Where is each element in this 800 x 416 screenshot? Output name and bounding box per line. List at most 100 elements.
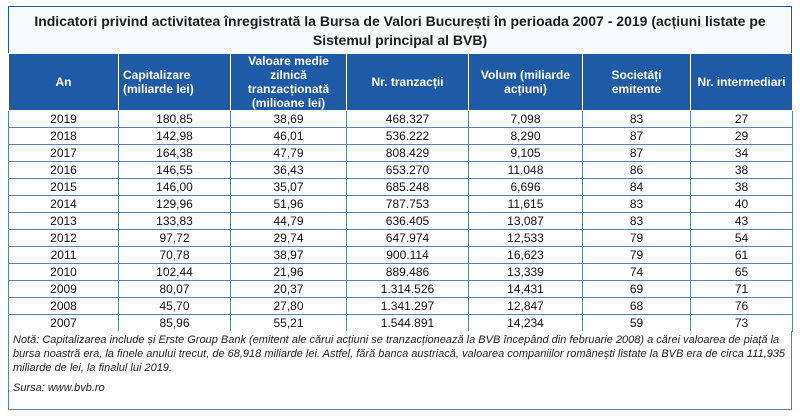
table-cell: 685.248 — [346, 178, 469, 196]
table-row: 2017 164,38 47,79 808.429 9,105 87 34 — [8, 144, 793, 162]
table-cell: 900.114 — [346, 246, 469, 264]
table-cell: 38 — [690, 178, 793, 196]
table-cell: 653.270 — [346, 161, 469, 179]
table-cell: 6,696 — [468, 178, 583, 196]
table-cell: 16,623 — [468, 246, 583, 264]
table-cell: 536.222 — [346, 127, 469, 145]
table-cell: 61 — [690, 246, 793, 264]
table-row: 2008 45,70 27,80 1.341.297 12,847 68 76 — [8, 297, 793, 315]
table-cell: 79 — [582, 246, 691, 264]
table-cell: 80,07 — [118, 280, 231, 298]
col-header-an: An — [8, 53, 119, 111]
table-cell: 29,74 — [230, 229, 347, 247]
table-cell: 142,98 — [118, 127, 231, 145]
table-cell: 647.974 — [346, 229, 469, 247]
table-row: 2007 85,96 55,21 1.544.891 14,234 59 73 — [8, 314, 793, 332]
table-cell: 45,70 — [118, 297, 231, 315]
table-cell: 2013 — [8, 212, 119, 230]
table-row: 2014 129,96 51,96 787.753 11,615 83 40 — [8, 195, 793, 213]
table-cell: 2009 — [8, 280, 119, 298]
table-cell: 468.327 — [346, 110, 469, 128]
col-header-volum: Volum (miliarde acțiuni) — [468, 53, 583, 111]
table-cell: 34 — [690, 144, 793, 162]
source-text: Sursa: www.bvb.ro — [13, 382, 105, 394]
table-cell: 13,339 — [468, 263, 583, 281]
table-cell: 83 — [582, 195, 691, 213]
table-cell: 146,55 — [118, 161, 231, 179]
table-cell: 70,78 — [118, 246, 231, 264]
table-cell: 9,105 — [468, 144, 583, 162]
table-cell: 21,96 — [230, 263, 347, 281]
table-row: 2011 70,78 38,97 900.114 16,623 79 61 — [8, 246, 793, 264]
table-cell: 38,97 — [230, 246, 347, 264]
table-cell: 38,69 — [230, 110, 347, 128]
table-cell: 14,234 — [468, 314, 583, 332]
col-header-societati: Societăți emitente — [582, 53, 691, 111]
table-cell: 54 — [690, 229, 793, 247]
table-cell: 86 — [582, 161, 691, 179]
table-cell: 65 — [690, 263, 793, 281]
col-header-valoare-medie: Valoare medie zilnică tranzacționată (mi… — [230, 53, 347, 111]
table-row: 2009 80,07 20,37 1.314.526 14,431 69 71 — [8, 280, 793, 298]
table-row: 2010 102,44 21,96 889.486 13,339 74 65 — [8, 263, 793, 281]
table-cell: 97,72 — [118, 229, 231, 247]
table-cell: 20,37 — [230, 280, 347, 298]
table-cell: 69 — [582, 280, 691, 298]
table-cell: 27,80 — [230, 297, 347, 315]
table-cell: 84 — [582, 178, 691, 196]
table-cell: 787.753 — [346, 195, 469, 213]
table-cell: 636.405 — [346, 212, 469, 230]
table-cell: 71 — [690, 280, 793, 298]
table-cell: 35,07 — [230, 178, 347, 196]
table-cell: 74 — [582, 263, 691, 281]
col-header-capitalizare: Capitalizare (miliarde lei) — [118, 53, 231, 111]
table-cell: 87 — [582, 127, 691, 145]
table-cell: 59 — [582, 314, 691, 332]
table-row: 2013 133,83 44,79 636.405 13,087 83 43 — [8, 212, 793, 230]
table-title: Indicatori privind activitatea înregistr… — [8, 6, 792, 53]
table-cell: 46,01 — [230, 127, 347, 145]
table-cell: 2012 — [8, 229, 119, 247]
table-note: Notă: Capitalizarea include și Erste Gro… — [8, 331, 792, 410]
col-header-intermediari: Nr. intermediari — [690, 53, 793, 111]
table-body: 2019 180,85 38,69 468.327 7,098 83 27 2018 142,9… — [8, 110, 793, 332]
table-cell: 1.314.526 — [346, 280, 469, 298]
table-cell: 2011 — [8, 246, 119, 264]
table-cell: 36,43 — [230, 161, 347, 179]
table-cell: 2018 — [8, 127, 119, 145]
table-cell: 11,048 — [468, 161, 583, 179]
table-cell: 2015 — [8, 178, 119, 196]
table-cell: 85,96 — [118, 314, 231, 332]
table-cell: 13,087 — [468, 212, 583, 230]
table-cell: 1.341.297 — [346, 297, 469, 315]
table-cell: 12,533 — [468, 229, 583, 247]
table-header-row: An Capitalizare (miliarde lei) Valoare m… — [8, 53, 793, 111]
table-cell: 8,290 — [468, 127, 583, 145]
table-cell: 146,00 — [118, 178, 231, 196]
table-cell: 14,431 — [468, 280, 583, 298]
table-cell: 889.486 — [346, 263, 469, 281]
table-cell: 164,38 — [118, 144, 231, 162]
note-text: Notă: Capitalizarea include și Erste Gro… — [13, 334, 786, 374]
table-cell: 2007 — [8, 314, 119, 332]
table-cell: 2008 — [8, 297, 119, 315]
table-row: 2012 97,72 29,74 647.974 12,533 79 54 — [8, 229, 793, 247]
table-cell: 43 — [690, 212, 793, 230]
indicators-table: An Capitalizare (miliarde lei) Valoare m… — [8, 53, 793, 332]
table-cell: 2010 — [8, 263, 119, 281]
table-cell: 129,96 — [118, 195, 231, 213]
table-row: 2015 146,00 35,07 685.248 6,696 84 38 — [8, 178, 793, 196]
table-row: 2019 180,85 38,69 468.327 7,098 83 27 — [8, 110, 793, 128]
table-cell: 12,847 — [468, 297, 583, 315]
col-header-nr-tranzactii: Nr. tranzacții — [346, 53, 469, 111]
table-cell: 38 — [690, 161, 793, 179]
table-cell: 102,44 — [118, 263, 231, 281]
table-cell: 808.429 — [346, 144, 469, 162]
table-row: 2016 146,55 36,43 653.270 11,048 86 38 — [8, 161, 793, 179]
table-cell: 55,21 — [230, 314, 347, 332]
table-cell: 68 — [582, 297, 691, 315]
table-cell: 47,79 — [230, 144, 347, 162]
table-cell: 76 — [690, 297, 793, 315]
table-cell: 27 — [690, 110, 793, 128]
